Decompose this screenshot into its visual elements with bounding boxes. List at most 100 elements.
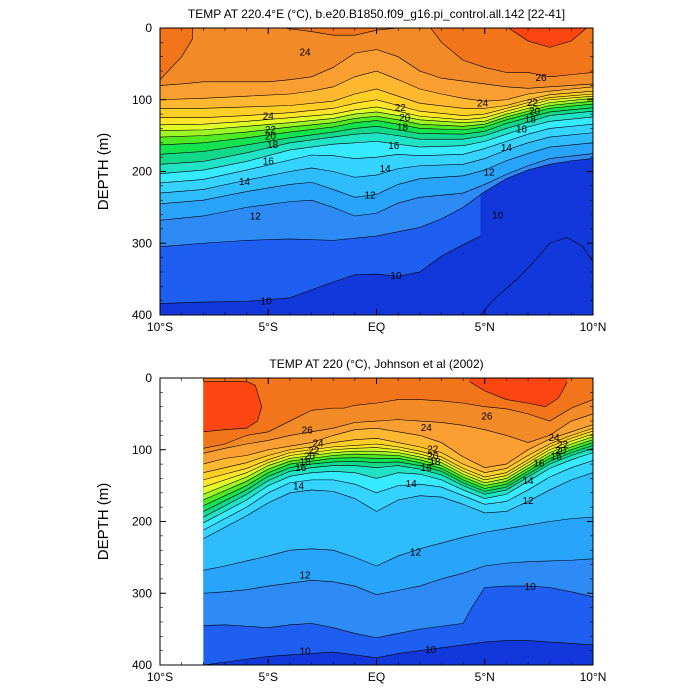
bottom-band-27 — [203, 381, 262, 432]
bottom-contour-fills: 2624262422201816142220181614242220181614… — [203, 378, 594, 665]
top-x-tick-label: EQ — [368, 320, 385, 334]
top-isotherm-21 — [160, 95, 593, 126]
bottom-panel: 2624262422201816142220181614242220181614… — [95, 357, 606, 684]
top-contour-label: 22 — [527, 98, 539, 109]
top-isotherm-19 — [160, 100, 593, 138]
top-isotherm-16 — [160, 110, 593, 165]
top-contour-label: 22 — [265, 125, 277, 136]
top-isotherm-22 — [160, 93, 593, 118]
bottom-isotherm-22 — [203, 430, 594, 481]
bottom-x-tick-label: 5°S — [259, 670, 278, 684]
top-band-26 — [160, 28, 193, 80]
bottom-contour-label: 24 — [312, 439, 324, 450]
top-contour-label: 18 — [525, 114, 537, 125]
top-x-tick-label: 10°N — [580, 320, 607, 334]
bottom-contour-label: 16 — [295, 463, 307, 474]
top-isotherm-8 — [480, 237, 593, 315]
bottom-contour-label: 22 — [427, 444, 439, 455]
bottom-contour-label: 18 — [429, 457, 441, 468]
top-contour-label: 18 — [267, 140, 279, 151]
bottom-isotherm-27 — [203, 381, 263, 433]
top-y-axis-label: DEPTH (m) — [95, 133, 112, 211]
top-x-tick-label: 5°N — [475, 320, 495, 334]
bottom-chart-title: TEMP AT 220 (°C), Johnson et al (2002) — [269, 357, 483, 371]
bottom-contour-label: 12 — [299, 571, 311, 582]
top-isotherm-26 — [283, 28, 431, 36]
bottom-isotherm-25 — [203, 413, 594, 454]
bottom-isotherm-20 — [203, 436, 594, 495]
bottom-contour-label: 10 — [299, 647, 311, 658]
bottom-contour-label: 16 — [533, 459, 545, 470]
top-contour-label: 12 — [484, 168, 496, 179]
bottom-contour-label: 10 — [525, 582, 537, 593]
top-isotherm-25 — [160, 49, 593, 89]
bottom-contour-label: 12 — [410, 548, 422, 559]
top-isotherm-23 — [160, 88, 593, 109]
bottom-contour-label: 24 — [421, 423, 433, 434]
top-contour-label: 20 — [265, 132, 277, 143]
top-band-26 — [283, 28, 431, 36]
bottom-isotherm-12 — [203, 516, 594, 571]
bottom-x-tick-label: 10°N — [580, 670, 607, 684]
top-isotherm-14 — [160, 123, 593, 184]
bottom-y-tick-label: 300 — [132, 586, 152, 600]
bottom-contour-label: 10 — [425, 645, 437, 656]
top-y-tick-label: 100 — [132, 93, 152, 107]
bottom-isotherm-23 — [203, 427, 594, 474]
top-isotherm-12 — [160, 142, 593, 205]
bottom-isotherm-15 — [203, 452, 594, 524]
bottom-contour-label: 18 — [551, 451, 563, 462]
bottom-y-tick-label: 100 — [132, 443, 152, 457]
bottom-x-tick-label: EQ — [368, 670, 385, 684]
top-contour-label: 20 — [529, 107, 541, 118]
bottom-isotherm-27 — [469, 381, 568, 408]
bottom-contour-label: 22 — [308, 446, 320, 457]
top-contour-label: 24 — [477, 99, 489, 110]
bottom-y-axis-label: DEPTH (m) — [95, 483, 112, 561]
bottom-y-tick-label: 0 — [145, 371, 152, 385]
bottom-band-27 — [469, 378, 568, 407]
top-contour-label: 12 — [364, 190, 376, 201]
top-contour-label: 20 — [399, 113, 411, 124]
bottom-contour-label: 26 — [302, 426, 314, 437]
top-contour-label: 24 — [263, 112, 275, 123]
bottom-x-tick-label: 10°S — [147, 670, 173, 684]
top-isotherm-11 — [160, 153, 593, 221]
top-contour-label: 10 — [261, 297, 273, 308]
bottom-contour-label: 12 — [522, 496, 534, 507]
bottom-y-tick-label: 200 — [132, 515, 152, 529]
top-isotherm-26 — [160, 28, 193, 80]
bottom-contour-label: 26 — [481, 411, 493, 422]
bottom-contour-label: 14 — [522, 476, 534, 487]
top-isotherm-24 — [160, 70, 593, 102]
bottom-contour-label: 16 — [421, 463, 433, 474]
bottom-isotherm-14 — [203, 460, 594, 531]
top-contour-label: 14 — [380, 164, 392, 175]
bottom-isotherm-11 — [203, 558, 594, 595]
top-x-tick-label: 10°S — [147, 320, 173, 334]
top-contour-label: 18 — [397, 122, 409, 133]
bottom-isotherm-26 — [203, 399, 594, 449]
top-contour-label: 14 — [501, 143, 513, 154]
top-isotherm-9 — [160, 235, 481, 304]
top-contour-label: 24 — [299, 48, 311, 59]
top-isotherm-15 — [160, 116, 593, 174]
top-contour-label: 14 — [239, 177, 251, 188]
top-y-tick-label: 300 — [132, 236, 152, 250]
top-isotherm-18 — [160, 103, 593, 146]
bottom-contour-label: 14 — [293, 482, 305, 493]
bottom-contour-label: 22 — [557, 440, 569, 451]
bottom-band-26 — [203, 378, 594, 449]
top-isotherm-26 — [430, 28, 593, 78]
bottom-isotherm-24 — [203, 424, 594, 468]
bottom-contour-label: 18 — [299, 457, 311, 468]
bottom-contour-label: 20 — [555, 446, 567, 457]
top-y-tick-label: 200 — [132, 165, 152, 179]
top-x-tick-label: 5°S — [259, 320, 278, 334]
bottom-isotherm-16 — [203, 448, 594, 518]
top-contour-label: 22 — [395, 103, 407, 114]
bottom-contour-label: 20 — [304, 451, 316, 462]
